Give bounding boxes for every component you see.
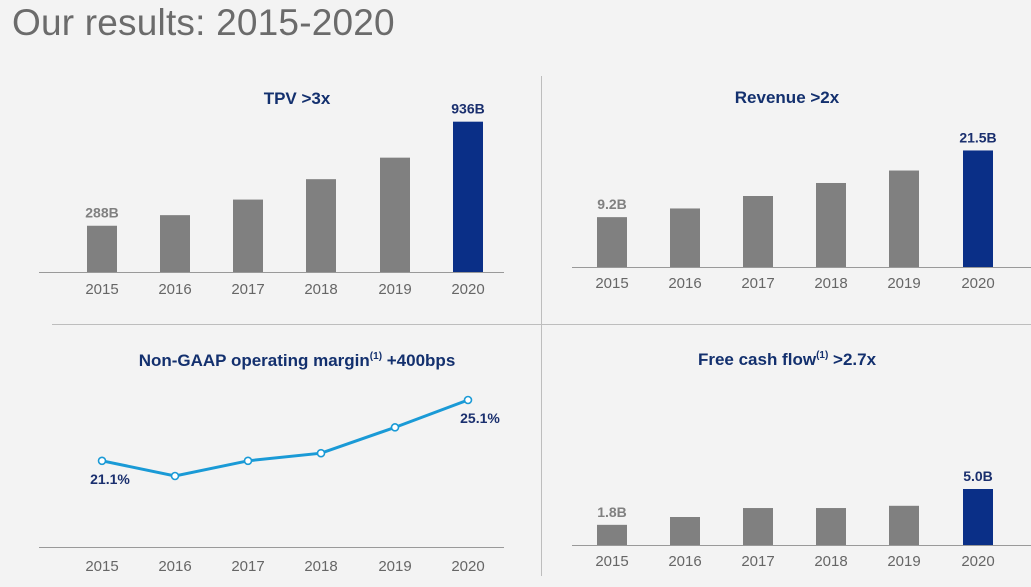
tpv-bar-2019 (380, 157, 410, 272)
fcf-tick-2016: 2016 (668, 553, 701, 570)
revenue-data-label-2015: 9.2B (597, 196, 627, 212)
margin-point-2020 (463, 395, 473, 405)
revenue-data-label-2020: 21.5B (959, 129, 996, 145)
tpv-bar-2020 (453, 121, 483, 272)
margin-tick-2015: 2015 (85, 558, 118, 575)
margin-point-2018 (316, 448, 326, 458)
tpv-chart-title: TPV >3x (264, 89, 331, 108)
fcf-tick-2019: 2019 (887, 553, 920, 570)
margin-data-label-2015: 21.1% (90, 471, 130, 487)
revenue-tick-2015: 2015 (595, 275, 628, 292)
fcf-tick-2015: 2015 (595, 553, 628, 570)
tpv-chart: TPV >3x 288B 2015 2016 2017 2018 2019 936B 2020 (39, 89, 504, 298)
fcf-tick-2020: 2020 (961, 553, 994, 570)
revenue-tick-2019: 2019 (887, 275, 920, 292)
tpv-tick-2019: 2019 (378, 281, 411, 298)
revenue-chart: Revenue >2x 9.2B 2015 2016 2017 2018 2019 21.5B… (572, 88, 1031, 292)
margin-tick-2017: 2017 (231, 558, 264, 575)
fcf-tick-2018: 2018 (814, 553, 847, 570)
fcf-data-label-2015: 1.8B (597, 504, 627, 520)
margin-tick-2016: 2016 (158, 558, 191, 575)
fcf-bar-2017 (743, 508, 773, 545)
revenue-bar-2020 (963, 150, 993, 267)
margin-tick-2018: 2018 (304, 558, 337, 575)
fcf-bar-2016 (670, 517, 700, 545)
operating-margin-chart: Non-GAAP operating margin(1) +400bps 2015… (39, 351, 504, 575)
tpv-bar-2015 (87, 225, 117, 272)
vertical-divider (541, 76, 542, 576)
fcf-bar-2015 (597, 524, 627, 545)
tpv-data-label-2015: 288B (85, 205, 118, 221)
page-title: Our results: 2015-2020 (12, 2, 395, 43)
horizontal-divider (52, 324, 1031, 325)
fcf-bar-2020 (963, 489, 993, 545)
fcf-data-label-2020: 5.0B (963, 468, 993, 484)
tpv-tick-2018: 2018 (304, 281, 337, 298)
tpv-bar-2017 (233, 199, 263, 272)
tpv-tick-2016: 2016 (158, 281, 191, 298)
margin-chart-title: Non-GAAP operating margin(1) +400bps (139, 351, 456, 370)
tpv-tick-2020: 2020 (451, 281, 484, 298)
tpv-bar-2018 (306, 179, 336, 272)
revenue-bar-2019 (889, 170, 919, 267)
margin-point-2016 (170, 471, 180, 481)
revenue-bar-2015 (597, 217, 627, 267)
revenue-tick-2018: 2018 (814, 275, 847, 292)
margin-tick-2019: 2019 (378, 558, 411, 575)
margin-point-2019 (390, 423, 400, 432)
tpv-data-label-2020: 936B (451, 101, 484, 117)
fcf-bar-2018 (816, 508, 846, 545)
margin-series-line (101, 398, 469, 478)
revenue-bar-2017 (743, 195, 773, 267)
tpv-tick-2017: 2017 (231, 281, 264, 298)
free-cash-flow-chart: Free cash flow(1) >2.7x 1.8B 2015 2016 2017 2… (572, 350, 1031, 570)
revenue-tick-2017: 2017 (741, 275, 774, 292)
tpv-bar-2016 (160, 215, 190, 272)
margin-point-2015 (97, 456, 107, 466)
revenue-tick-2016: 2016 (668, 275, 701, 292)
margin-point-2017 (243, 456, 253, 466)
margin-tick-2020: 2020 (451, 558, 484, 575)
fcf-tick-2017: 2017 (741, 553, 774, 570)
revenue-tick-2020: 2020 (961, 275, 994, 292)
tpv-tick-2015: 2015 (85, 281, 118, 298)
fcf-chart-title: Free cash flow(1) >2.7x (698, 350, 877, 369)
revenue-bar-2016 (670, 208, 700, 267)
revenue-chart-title: Revenue >2x (735, 88, 840, 107)
revenue-bar-2018 (816, 182, 846, 267)
fcf-bar-2019 (889, 505, 919, 545)
margin-data-label-2020: 25.1% (460, 410, 500, 426)
